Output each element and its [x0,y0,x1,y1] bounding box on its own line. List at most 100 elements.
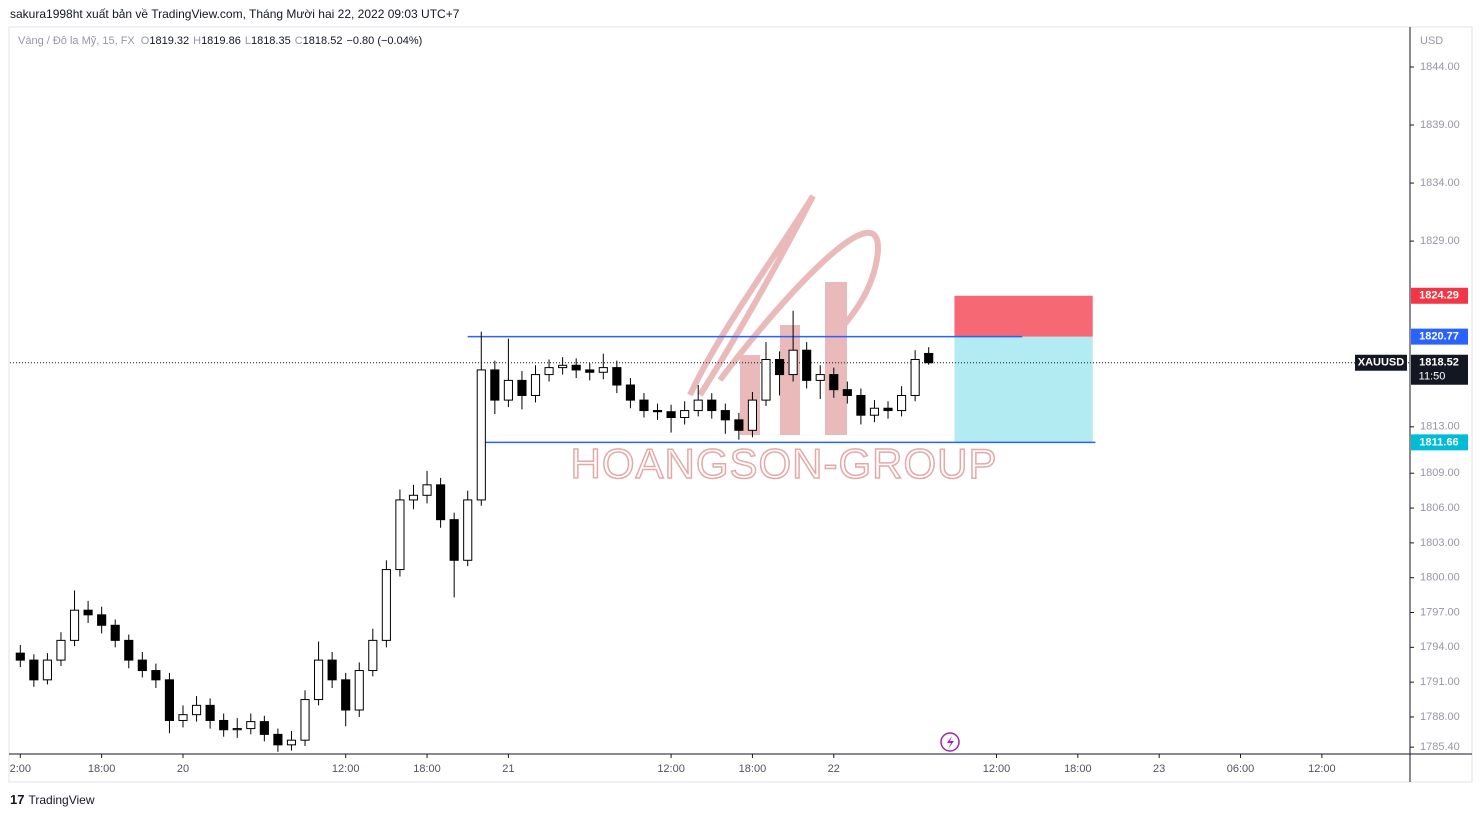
candle-body [558,364,568,369]
y-tick-label: 1809.00 [1420,467,1460,479]
x-tick-label: 21 [502,763,514,775]
candle-body [15,652,25,661]
y-tick-label: 1788.00 [1420,711,1460,723]
x-tick-label: 12:00 [1308,763,1336,775]
ohlc-label: C [294,35,303,47]
candle-body [680,410,690,419]
y-tick-label: 1844.00 [1420,61,1460,73]
candle-body [56,639,66,661]
candle-body [707,399,717,412]
candle-body [774,358,785,376]
candle-body [476,369,486,501]
target-zone [954,336,1093,443]
candle-body [246,721,256,730]
candle-body [83,609,93,616]
x-tick-label: 12:00 [983,763,1011,775]
candle-body [883,407,893,412]
candle-body [191,704,202,716]
y-tick-label: 1797.00 [1420,606,1460,618]
candle-body [530,374,541,396]
candle-body [924,352,934,364]
candle-body [463,499,473,561]
stop-zone [954,295,1093,337]
candle-body [395,499,405,571]
candle-body [639,399,649,412]
candle-body [829,374,839,391]
candle-body [42,659,52,681]
ohlc-value: 1818.52 [302,35,343,47]
candle-body [422,484,432,496]
candle-body [910,358,920,396]
brand: TradingView [28,792,95,807]
candle-body [29,659,39,681]
footer: 17 TradingView [10,792,95,807]
x-tick-label: 18:00 [739,763,767,775]
ohlc-label: L [244,35,251,47]
price-label-bg [1411,328,1468,345]
y-tick-label: 1794.00 [1420,641,1460,653]
x-tick-label: 06:00 [1227,763,1255,775]
price-label-bg [1411,287,1468,304]
y-tick-label: 1813.00 [1420,421,1460,433]
candle-body [625,384,635,401]
y-tick-label: 1803.00 [1420,537,1460,549]
symbol-tag-bg [1355,354,1407,371]
candle-body [137,659,147,672]
event-icon-bolt [947,736,954,749]
candle-body [178,714,188,721]
candle-body [219,719,229,731]
candle-body [747,399,758,431]
candle-body [585,369,595,373]
candle-body [802,349,812,381]
candle-body [503,379,513,401]
y-tick-label: 1806.00 [1420,502,1460,514]
candle-body [449,519,459,561]
candle-body [408,494,419,501]
candle-body [164,679,175,721]
x-tick-label: 22 [828,763,840,775]
x-tick-label: 18:00 [88,763,116,775]
candle-body [314,659,324,701]
y-tick-label: 1791.00 [1420,676,1460,688]
y-tick-label: 1800.00 [1420,572,1460,584]
candle-body [788,349,798,376]
candle-body [761,358,771,401]
last-price-label: 1818.52 [1419,357,1459,369]
x-tick-label: 18:00 [1064,763,1092,775]
candle-body [259,721,269,735]
logo-bar [780,325,800,435]
candle-body [842,389,852,396]
candle-body [300,699,310,741]
x-tick-label: 18:00 [413,763,441,775]
x-tick-label: 12:00 [657,763,685,775]
event-icon [940,732,960,752]
candle-body [381,569,391,641]
candle-body [652,410,663,413]
price-label: 1824.29 [1419,290,1459,302]
candle-body [869,407,880,416]
price-label-bg [1411,434,1468,451]
logo-bar [825,282,847,435]
x-tick-label: 23 [1153,763,1165,775]
x-tick-label: 12:00 [332,763,360,775]
candle-body [327,659,337,681]
legend: Vàng / Đô la Mỹ, 15, FX O1819.32 H1819.86 L… [18,35,426,47]
countdown: 11:50 [1419,371,1446,383]
watermark-text: HOANGSON-GROUP [570,440,997,487]
ohlc-value: 1819.32 [149,35,190,47]
candle-body [273,733,283,746]
ohlc-value: 1818.35 [250,35,291,47]
candle-body [517,379,527,396]
candle-body [69,609,80,641]
frame [8,26,1473,783]
candle-body [856,394,866,416]
candle-body [571,364,581,371]
candle-body [612,367,622,386]
candle-body [205,704,215,721]
candle-body [720,410,730,421]
last-price-bg [1411,354,1468,385]
symbol-tag: XAUUSD [1358,357,1405,369]
candle-body [693,399,703,412]
candle-body [341,679,351,711]
